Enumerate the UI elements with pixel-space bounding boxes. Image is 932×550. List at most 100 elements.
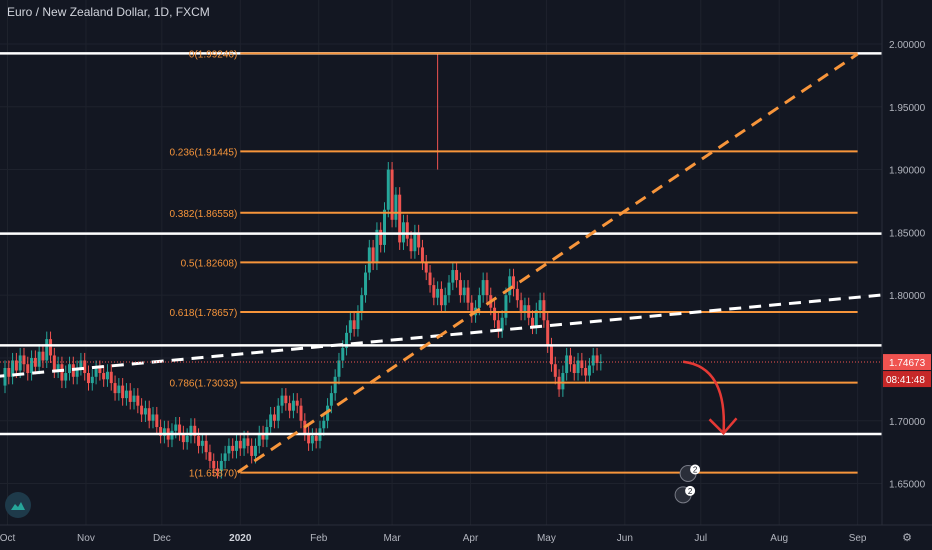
candle-body xyxy=(216,468,220,471)
candle-body xyxy=(447,282,451,296)
candle-body xyxy=(174,424,178,431)
candle-body xyxy=(276,405,280,421)
candle-body xyxy=(375,229,379,263)
candle-body xyxy=(360,295,364,313)
candle-body xyxy=(151,414,155,421)
candle-body xyxy=(462,287,466,296)
candle-body xyxy=(231,445,235,451)
time-tick-label: Jun xyxy=(617,533,633,544)
time-tick-label: Nov xyxy=(77,533,95,544)
candle-body xyxy=(356,312,360,330)
price-tick-label: 1.80000 xyxy=(889,291,926,302)
candle-body xyxy=(37,351,41,367)
candle-body xyxy=(398,194,402,243)
candle-body xyxy=(33,357,37,367)
candle-body xyxy=(451,270,455,283)
fib-level-label: 0.382(1.86558) xyxy=(169,209,237,220)
candle-body xyxy=(413,232,417,252)
last-price-tag xyxy=(883,354,931,371)
candle-body xyxy=(86,373,90,384)
candle-body xyxy=(181,433,185,443)
candle-body xyxy=(56,364,60,371)
candle-body xyxy=(523,305,527,313)
mountain-logo-icon xyxy=(11,502,25,510)
fib-level-label: 0.786(1.73033) xyxy=(169,379,237,390)
candle-body xyxy=(212,460,216,469)
candle-body xyxy=(409,238,413,252)
candle-body xyxy=(515,288,519,301)
settings-gear-icon[interactable]: ⚙ xyxy=(902,531,912,544)
fib-level-label: 0.5(1.82608) xyxy=(181,258,238,269)
candle-body xyxy=(269,414,273,428)
price-tick-label: 1.85000 xyxy=(889,228,926,239)
candle-body xyxy=(189,425,193,436)
last-price-label: 1.74673 xyxy=(889,358,926,369)
candle-body xyxy=(519,300,523,313)
candle-body xyxy=(466,287,470,303)
candle-body xyxy=(68,364,72,374)
candle-body xyxy=(185,435,189,443)
candle-body xyxy=(379,229,383,245)
candle-body xyxy=(295,400,299,406)
candle-body xyxy=(432,285,436,298)
candle-body xyxy=(496,320,500,331)
time-tick-label: 2020 xyxy=(229,533,252,544)
candle-body xyxy=(458,280,462,296)
candle-body xyxy=(30,357,34,374)
candle-body xyxy=(580,360,584,369)
candle-body xyxy=(322,420,326,429)
candle-body xyxy=(542,300,546,321)
price-tick-label: 2.00000 xyxy=(889,40,926,51)
candle-body xyxy=(288,403,292,411)
candle-body xyxy=(257,433,261,446)
time-tick-label: Sep xyxy=(849,533,867,544)
time-tick-label: Mar xyxy=(383,533,401,544)
candle-body xyxy=(140,405,144,415)
trendline xyxy=(236,52,859,474)
price-tick-label: 1.95000 xyxy=(889,103,926,114)
candle-body xyxy=(45,339,49,361)
candle-body xyxy=(405,222,409,239)
tradingview-logo-icon xyxy=(5,492,31,518)
candle-body xyxy=(549,345,553,365)
candle-body xyxy=(83,360,87,374)
candle-body xyxy=(553,364,557,377)
price-axis-background xyxy=(882,0,932,550)
candle-body xyxy=(587,365,591,376)
candle-body xyxy=(310,435,314,444)
candle-body xyxy=(41,351,45,361)
candle-body xyxy=(193,425,197,436)
symbol-title: Euro / New Zealand Dollar, 1D, FXCM xyxy=(7,5,210,19)
candle-body xyxy=(565,355,569,374)
candle-body xyxy=(455,270,459,281)
candle-body xyxy=(117,385,121,394)
candle-body xyxy=(307,433,311,444)
candle-body xyxy=(436,288,440,298)
candle-body xyxy=(147,408,151,421)
candle-body xyxy=(223,453,227,461)
candle-body xyxy=(352,320,356,330)
price-tick-label: 1.90000 xyxy=(889,166,926,177)
time-tick-label: Dec xyxy=(153,533,171,544)
candle-body xyxy=(394,194,398,220)
candle-body xyxy=(534,310,538,327)
candle-body xyxy=(60,364,64,381)
candle-body xyxy=(341,347,345,361)
price-tick-label: 1.70000 xyxy=(889,417,926,428)
countdown-label: 08:41:48 xyxy=(886,375,925,386)
candle-body xyxy=(204,440,208,453)
candle-body xyxy=(595,355,599,363)
event-badge-count-bubble xyxy=(690,464,701,475)
candle-body xyxy=(477,295,481,308)
candle-body xyxy=(504,295,508,318)
projection-arrow xyxy=(682,360,726,434)
candle-body xyxy=(401,222,405,243)
projection-arrow-head xyxy=(708,417,738,436)
candle-body xyxy=(299,405,303,421)
candle-body xyxy=(178,424,182,434)
candle-body xyxy=(531,317,535,327)
candle-body xyxy=(424,262,428,273)
candle-body xyxy=(314,435,318,441)
